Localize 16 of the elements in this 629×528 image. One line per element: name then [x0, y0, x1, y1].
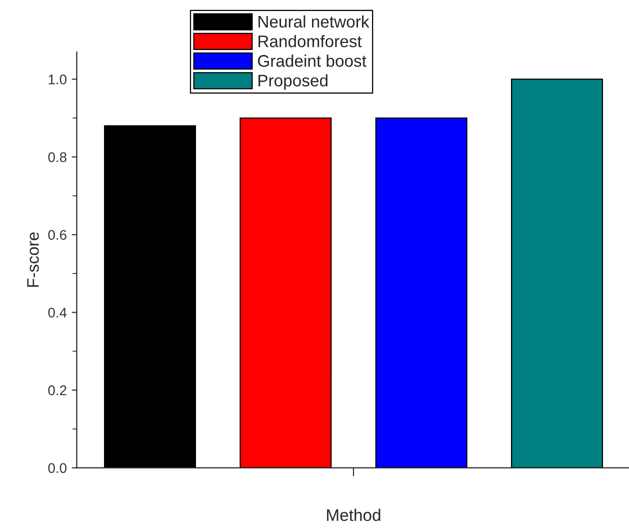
y-tick-label: 0.4: [48, 308, 67, 318]
y-tick-label: 0.0: [48, 463, 66, 473]
bar: [240, 118, 332, 468]
y-tick-label: 0.8: [48, 152, 66, 162]
y-tick-label: 0.2: [48, 385, 66, 396]
y-tick-label: 1.0: [48, 74, 66, 84]
legend-label: Proposed: [258, 74, 328, 90]
legend-label: Gradeint boost: [258, 54, 366, 67]
bar: [104, 125, 196, 468]
bar: [375, 118, 468, 468]
bar: [510, 78, 603, 468]
legend-label: Randomforest: [258, 34, 362, 48]
legend-label: Neural network: [258, 15, 370, 28]
y-tick-label: 0.6: [48, 230, 66, 240]
x-axis-title: Method: [327, 508, 380, 522]
y-axis-title: F-score: [27, 232, 39, 287]
